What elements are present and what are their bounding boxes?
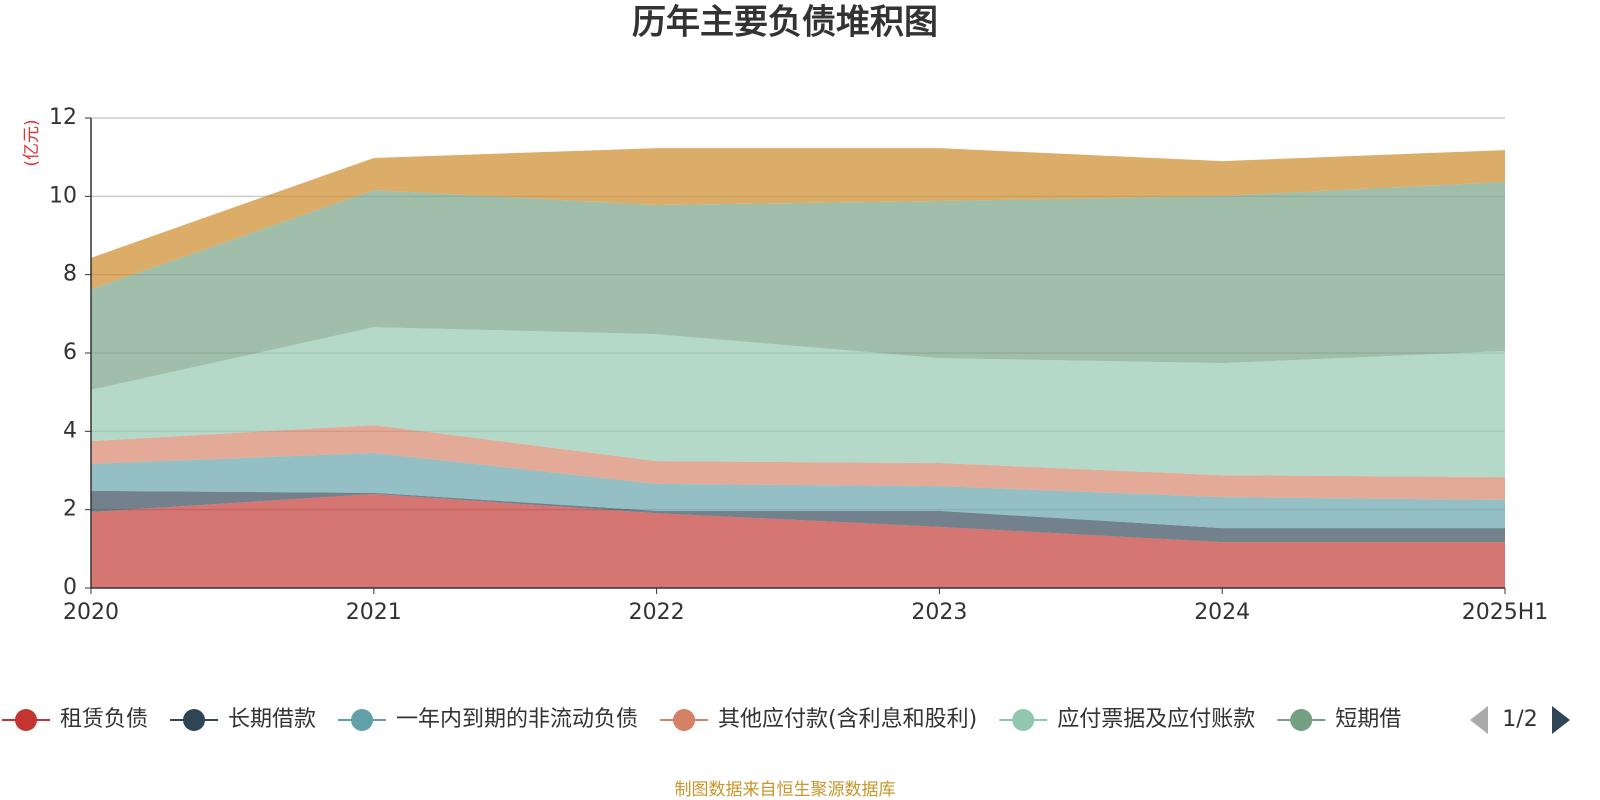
y-tick-label: 0 [63,575,77,600]
legend-item[interactable]: 其他应付款(含利息和股利) [660,707,977,732]
legend-label: 租赁负债 [60,707,148,732]
legend-next[interactable] [1552,706,1570,734]
legend-marker [183,709,206,731]
y-tick-label: 6 [63,340,77,365]
legend-label: 应付票据及应付账款 [1057,707,1255,732]
y-axis-label: (亿元) [22,119,42,166]
x-tick-label: 2025H1 [1462,600,1549,625]
axes: 0 2 4 6 8 10 12 2020 2021 2022 2023 2024 2025H1 [49,105,1548,625]
legend-item[interactable]: 长期借款 [170,707,316,732]
area [91,181,1505,390]
legend-item[interactable]: 租赁负债 [2,707,148,732]
legend-marker [15,709,37,731]
legend-item[interactable]: 一年内到期的非流动负债 [338,707,638,732]
y-tick-label: 4 [63,418,77,443]
legend-marker [673,709,696,731]
x-tick-label: 2022 [629,600,685,625]
chart-title: 历年主要负债堆积图 [632,3,938,43]
x-tick-label: 2021 [346,600,402,625]
y-tick-label: 10 [49,183,77,208]
x-tick-label: 2020 [63,600,119,625]
y-tick-label: 2 [63,497,77,522]
legend-marker [351,709,374,731]
legend-marker [1290,709,1313,731]
area [91,494,1505,588]
source-note: 制图数据来自恒生聚源数据库 [675,780,896,800]
legend-page: 1/2 [1502,707,1537,732]
legend-item[interactable]: 短期借 [1277,707,1401,732]
legend-label: 其他应付款(含利息和股利) [718,707,977,732]
x-tick-label: 2023 [911,600,967,625]
legend: 租赁负债 长期借款 一年内到期的非流动负债 其他应付款(含利息和股利) 应付票据及应付账… [2,707,1401,732]
area [91,425,1505,500]
area [91,452,1505,529]
legend-label: 长期借款 [228,707,316,732]
legend-label: 一年内到期的非流动负债 [396,707,638,732]
y-tick-label: 8 [63,262,77,287]
legend-item[interactable]: 应付票据及应付账款 [999,707,1255,732]
y-tick-label: 12 [49,105,77,130]
legend-label: 短期借 [1335,707,1401,732]
x-tick-label: 2024 [1194,600,1250,625]
area [91,327,1505,478]
legend-marker [1012,709,1035,731]
plot-area [91,117,1505,588]
area [91,490,1505,543]
area [91,148,1505,290]
legend-prev[interactable] [1470,706,1488,734]
